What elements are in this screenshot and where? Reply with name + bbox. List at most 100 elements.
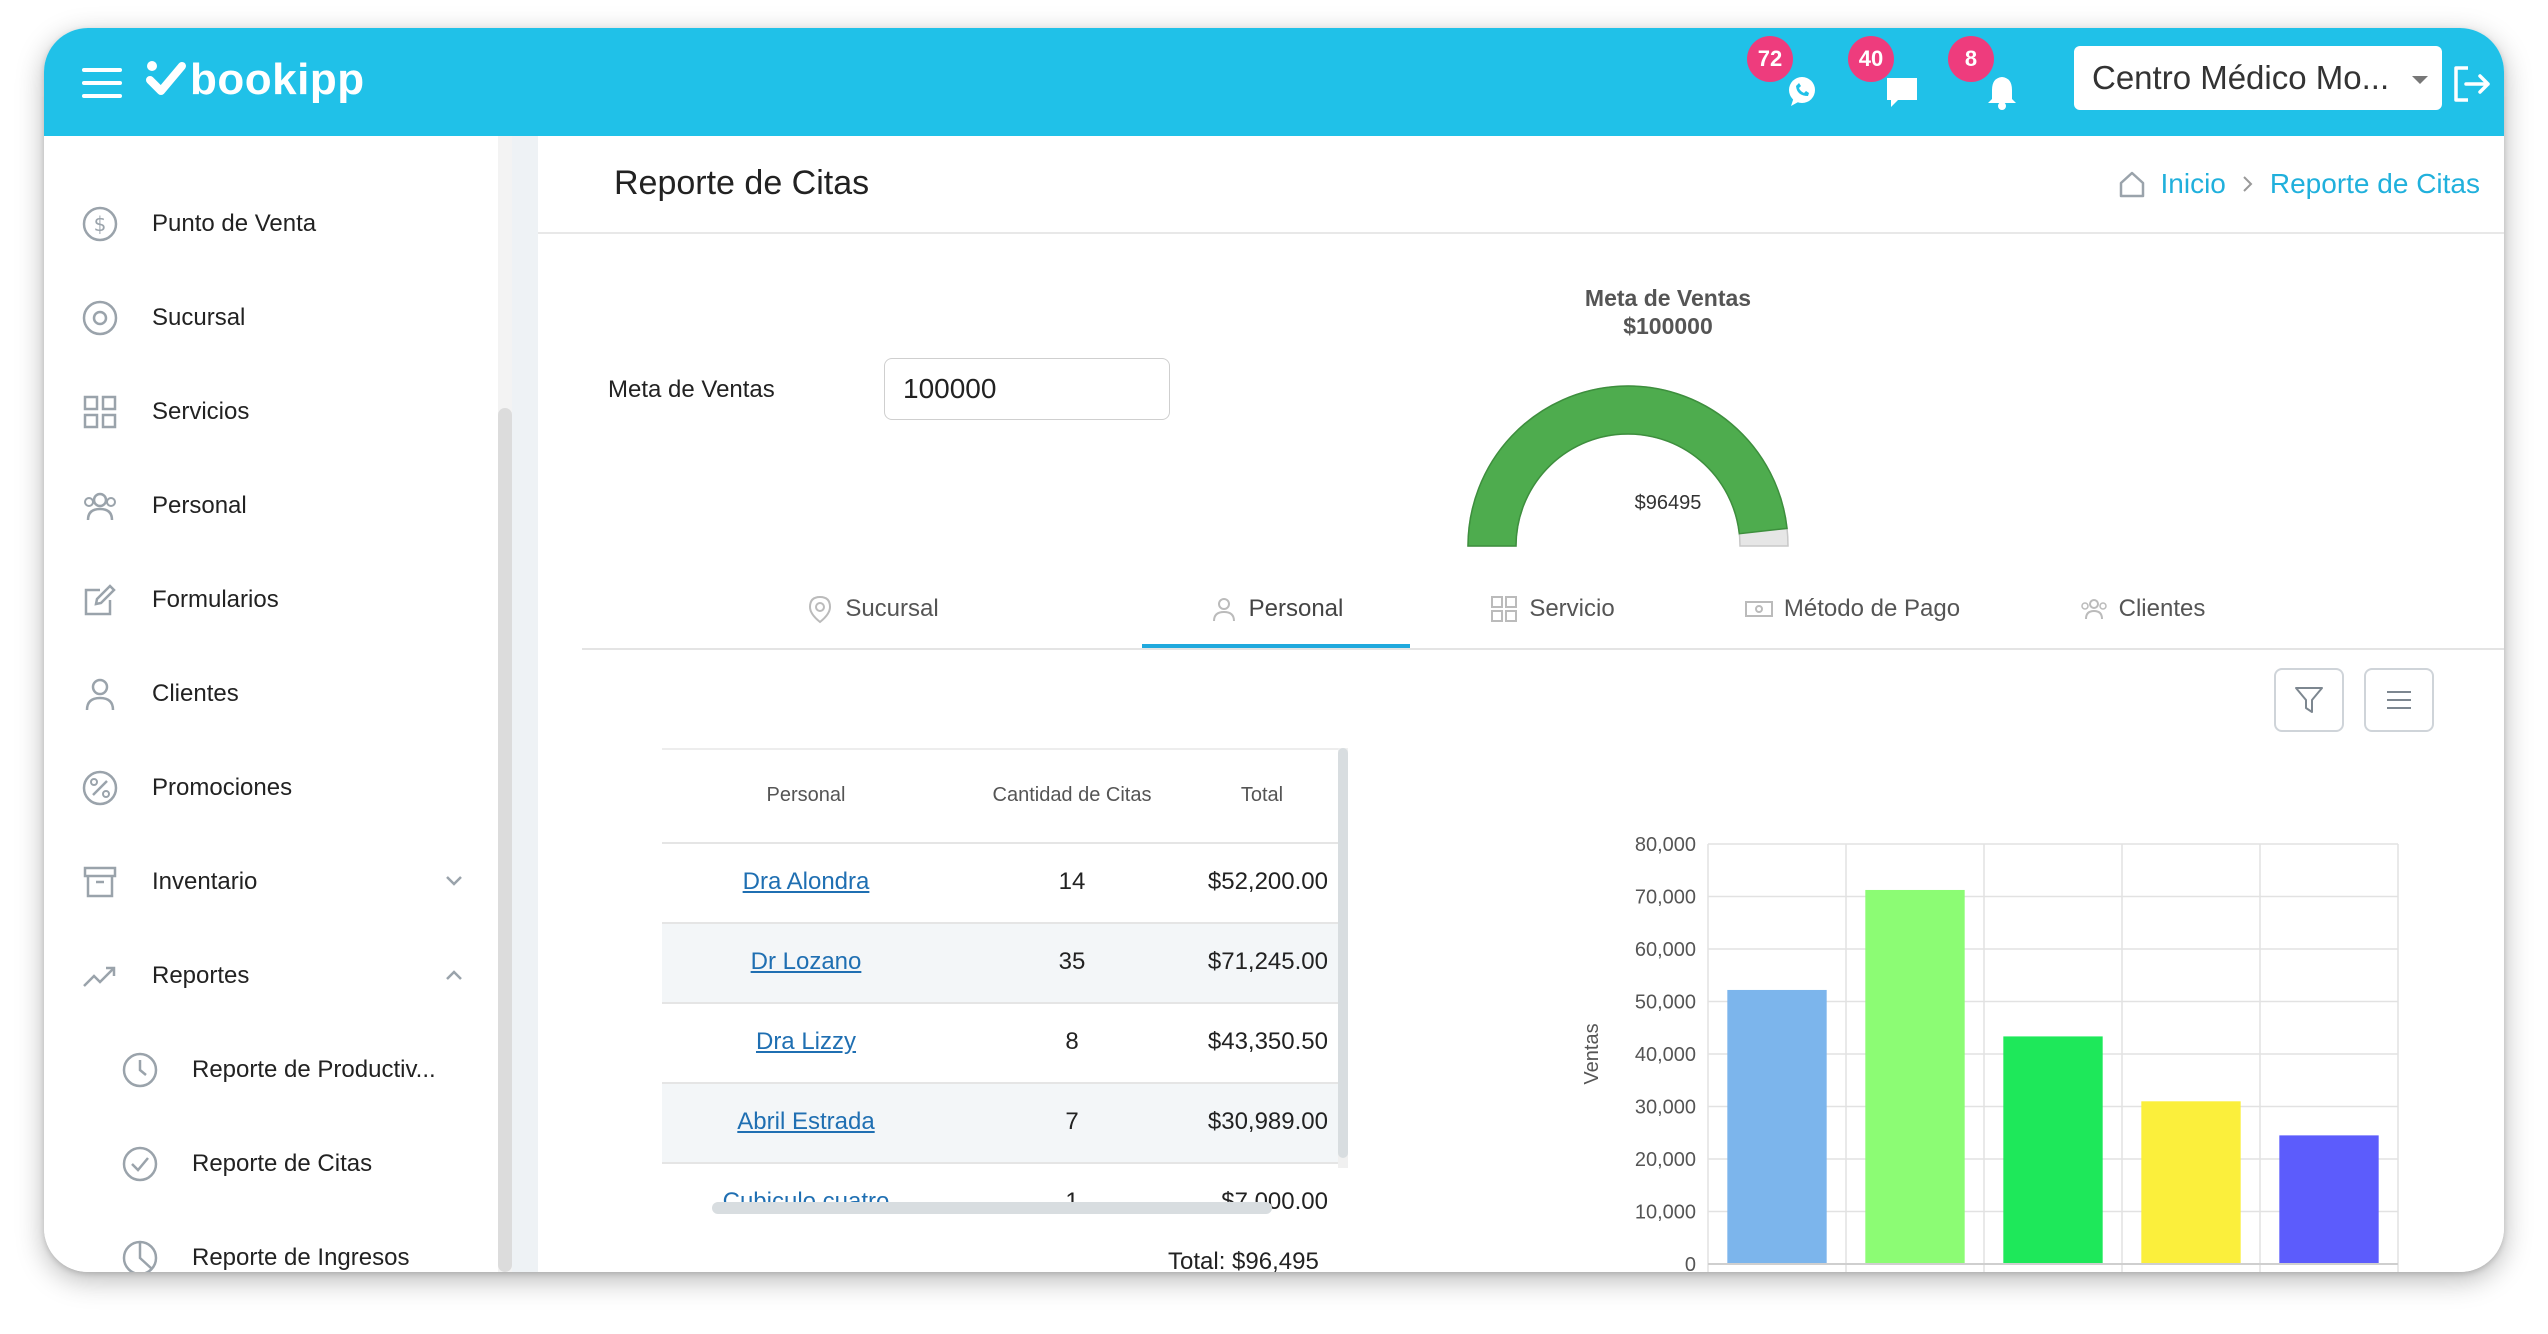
appointment-count: 14 [1058,868,1086,895]
gauge-subtitle: $100000 [1623,313,1713,339]
sidebar-scrollbar-thumb[interactable] [498,408,512,1272]
branch-select[interactable]: Centro Médico Mo... [2074,46,2442,110]
sidebar-subitem-reporte-citas[interactable]: Reporte de Citas [44,1124,484,1204]
tab-personal[interactable]: Personal [1142,568,1410,650]
filter-button[interactable] [2274,668,2344,732]
title-divider [538,232,2504,234]
archive-icon [83,866,117,898]
tab-label: Personal [1248,595,1344,622]
column-header-total[interactable]: Total [1240,784,1284,806]
breadcrumb-current[interactable]: Reporte de Citas [2269,168,2480,199]
gauge-title-text: Meta de Ventas [1584,285,1752,311]
y-tick-label: 0 [1685,1254,1696,1272]
bar [1865,889,1965,1264]
table-row: Dra Alondra 14 $52,200.00 [662,844,1338,924]
whatsapp-badge: 72 [1747,36,1793,82]
tabs-divider [582,648,2504,650]
bar [1727,989,1827,1264]
gauge-title: Meta de Ventas $100000 [1498,284,1838,340]
sales-goal-label: Meta de Ventas [608,376,775,403]
check-circle-icon [122,1146,158,1182]
tab-label: Servicio [1529,595,1615,622]
y-tick-label: 20,000 [1635,1149,1696,1171]
tab-sucursal[interactable]: Sucursal [752,568,992,650]
gauge-value-label: $96495 [1634,492,1702,514]
sidebar-item-formularios[interactable]: Formularios [44,560,484,640]
staff-name-link[interactable]: Dr Lozano [750,948,862,975]
row-total: $52,200.00 [1207,868,1328,895]
sidebar: $ Punto de Venta Sucursal Servicios Pers… [44,136,536,1272]
sidebar-item-servicios[interactable]: Servicios [44,372,484,452]
table-header: Personal Cantidad de Citas Total [662,748,1338,844]
sales-goal-gauge [1467,385,1789,547]
row-total: $43,350.50 [1207,1028,1328,1055]
report-tabs: Sucursal Personal Servicio Método de Pag… [582,568,2504,652]
breadcrumb-home-link[interactable]: Inicio [2160,168,2226,199]
table-horizontal-scrollbar[interactable] [712,1202,1272,1214]
bar [2141,1101,2241,1264]
y-tick-label: 70,000 [1635,887,1696,909]
sidebar-item-clientes[interactable]: Clientes [44,654,484,734]
sidebar-item-reportes[interactable]: Reportes [44,936,484,1016]
tab-metodo-de-pago[interactable]: Método de Pago [1702,568,2002,650]
sidebar-subitem-label: Reporte de Productiv... [192,1056,436,1083]
chat-icon[interactable] [1882,72,1922,112]
staff-name-link[interactable]: Abril Estrada [737,1108,875,1135]
sales-by-staff-chart: 0 10,000 20,000 30,000 40,000 50,000 60,000 70,… [1581,834,2399,1272]
table-row: Dra Lizzy 8 $43,350.50 [662,1004,1338,1084]
y-tick-label: 40,000 [1635,1044,1696,1066]
bell-badge: 8 [1948,36,1994,82]
appointment-count: 7 [1065,1108,1079,1135]
y-tick-label: 80,000 [1635,834,1696,856]
user-icon [1212,598,1235,622]
appointment-count: 8 [1065,1028,1079,1055]
tab-label: Método de Pago [1783,595,1961,622]
appointment-count: 35 [1058,948,1086,975]
y-tick-label: 30,000 [1635,1097,1696,1119]
brand-logo[interactable]: bookipp [144,50,365,110]
table-scrollbar-thumb[interactable] [1338,748,1348,1158]
grand-total: Total: $96,495 [1168,1248,1319,1272]
edit-icon [84,584,116,616]
tab-clientes[interactable]: Clientes [2022,568,2262,650]
whatsapp-icon[interactable] [1782,72,1822,112]
sales-goal-input[interactable] [884,358,1170,420]
column-header-personal[interactable]: Personal [766,784,846,806]
sidebar-item-promociones[interactable]: Promociones [44,748,484,828]
menu-button[interactable] [2364,668,2434,732]
people-icon [2080,599,2107,620]
sidebar-subitem-label: Reporte de Citas [192,1150,373,1177]
branch-select-value: Centro Médico Mo... [2092,59,2390,96]
bell-icon[interactable] [1982,72,2022,112]
sidebar-item-label: Formularios [152,586,279,613]
chevron-up-icon[interactable] [444,968,464,982]
check-logo-icon [146,61,186,95]
table-row: Dr Lozano 35 $71,245.00 [662,924,1338,1004]
logout-icon[interactable] [2450,62,2494,106]
y-tick-label: 60,000 [1635,939,1696,961]
staff-name-link[interactable]: Dra Lizzy [755,1028,857,1055]
sidebar-item-personal[interactable]: Personal [44,466,484,546]
active-tab-indicator [1142,644,1410,648]
sidebar-item-inventario[interactable]: Inventario [44,842,484,922]
app-window: bookipp 72 40 8 Centro Médico Mo. [44,28,2504,1272]
sidebar-subitem-reporte-productividad[interactable]: Reporte de Productiv... [44,1030,484,1110]
pie-icon [122,1240,158,1272]
sidebar-subitem-label: Reporte de Ingresos [192,1244,410,1271]
location-icon [809,595,832,624]
sidebar-item-label: Promociones [152,774,293,801]
sidebar-item-label: Clientes [152,680,239,707]
chevron-down-icon[interactable] [444,874,464,888]
grid-icon [83,395,117,429]
table-row: Abril Estrada 7 $30,989.00 [662,1084,1338,1164]
menu-toggle-icon[interactable] [82,68,122,98]
sidebar-item-punto-de-venta[interactable]: $ Punto de Venta [44,184,484,264]
sidebar-item-sucursal[interactable]: Sucursal [44,278,484,358]
chevron-right-icon [2243,176,2253,192]
column-header-citas[interactable]: Cantidad de Citas [992,784,1152,806]
filter-icon [2295,687,2323,713]
staff-name-link[interactable]: Dra Alondra [742,868,870,895]
sidebar-subitem-reporte-ingresos[interactable]: Reporte de Ingresos [44,1218,484,1272]
home-icon[interactable] [2117,169,2147,199]
tab-servicio[interactable]: Servicio [1432,568,1672,650]
